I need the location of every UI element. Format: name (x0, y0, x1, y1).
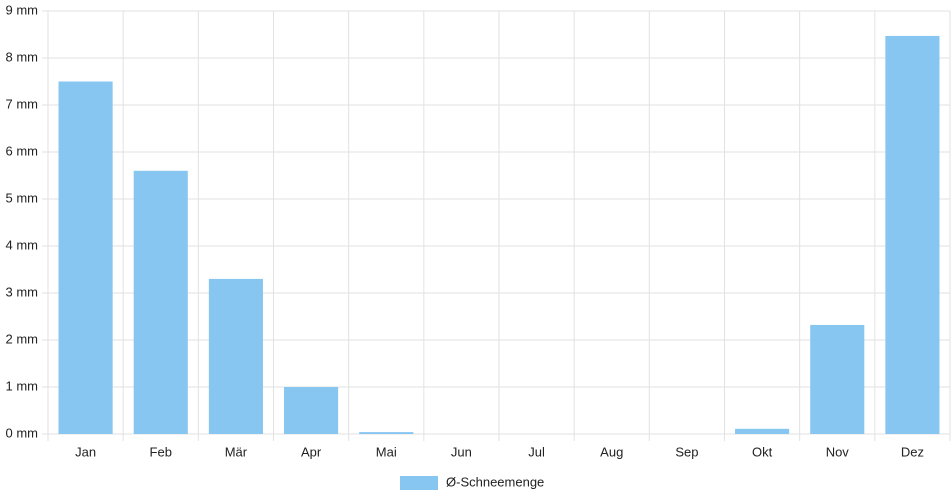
y-tick-label: 9 mm (6, 2, 39, 17)
x-tick-label: Dez (901, 444, 924, 459)
x-tick-label: Mär (225, 444, 248, 459)
x-tick-label: Jul (528, 444, 545, 459)
x-tick-label: Sep (675, 444, 698, 459)
x-tick-label: Mai (376, 444, 397, 459)
bar (735, 428, 790, 434)
y-tick-label: 4 mm (6, 237, 39, 252)
x-tick-label: Apr (301, 444, 322, 459)
y-tick-label: 3 mm (6, 284, 39, 299)
y-tick-label: 2 mm (6, 331, 39, 346)
bar (885, 35, 940, 434)
y-tick-label: 0 mm (6, 425, 39, 440)
bar (810, 324, 865, 434)
y-tick-label: 7 mm (6, 96, 39, 111)
bar (208, 278, 263, 434)
x-tick-label: Jun (451, 444, 472, 459)
y-tick-label: 6 mm (6, 143, 39, 158)
y-tick-label: 8 mm (6, 49, 39, 64)
y-tick-label: 5 mm (6, 190, 39, 205)
bar (284, 387, 339, 434)
x-tick-label: Nov (826, 444, 850, 459)
legend-swatch (400, 476, 438, 490)
legend-label: Ø-Schneemenge (446, 474, 544, 489)
x-tick-label: Aug (600, 444, 623, 459)
bar (359, 432, 414, 434)
y-tick-label: 1 mm (6, 378, 39, 393)
x-tick-label: Okt (752, 444, 773, 459)
bar (58, 81, 113, 434)
bar (133, 170, 188, 435)
x-tick-label: Jan (75, 444, 96, 459)
x-tick-label: Feb (150, 444, 172, 459)
